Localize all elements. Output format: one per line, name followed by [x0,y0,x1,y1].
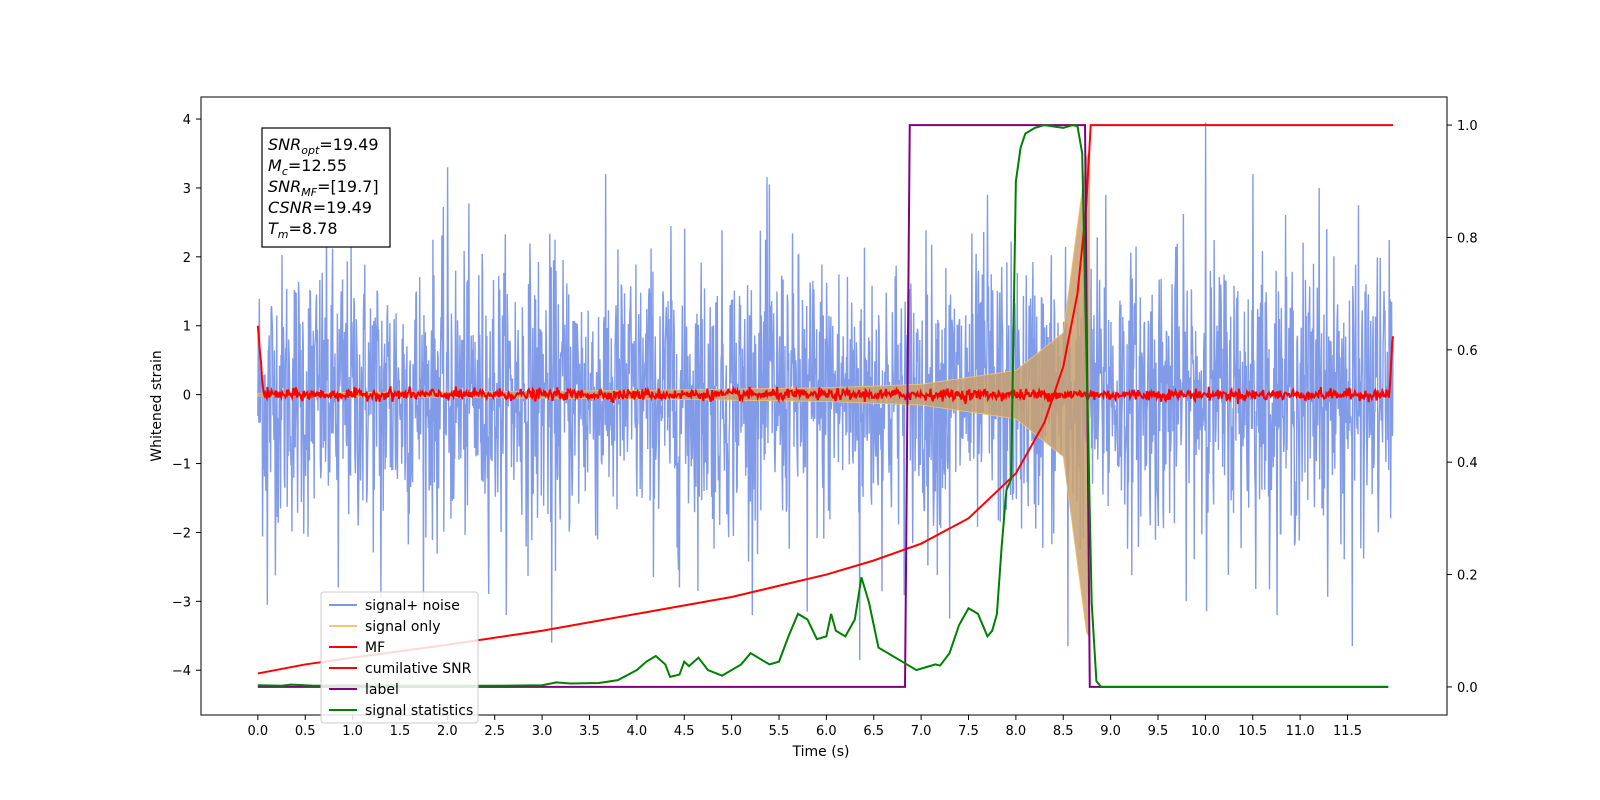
info-row: CSNR=19.49 [268,198,372,217]
legend-entry: signal only [365,619,440,635]
info-value: =12.55 [288,156,347,175]
info-subscript: opt [301,144,320,157]
x-axis-label: Time (s) [792,744,850,760]
x-tick-label: 10.5 [1238,724,1267,739]
y-tick-label: 1 [183,320,191,335]
y2-axis-ticks: 1.0 0.8 0.6 0.4 0.2 0.0 [1447,119,1478,696]
axes-frame [200,96,1448,716]
info-row: SNRMF=[19.7] [268,177,379,199]
info-value: =8.78 [289,219,338,238]
x-tick-label: 8.5 [1053,724,1074,739]
x-tick-label: 5.0 [721,724,742,739]
x-tick-label: 3.0 [532,724,553,739]
info-symbol: SNR [268,177,301,196]
y-tick-label: −1 [172,458,191,473]
info-subscript: MF [301,186,317,199]
x-tick-label: 10.0 [1191,724,1220,739]
x-axis-ticks: 0.0 0.5 1.0 1.5 2.0 2.5 3.0 3.5 4.0 4.5 5.0 5.5 6.0 6… [248,715,1362,739]
plot-series [256,122,1394,688]
y-tick-label: 2 [183,251,191,266]
y-tick-label: 3 [183,182,191,197]
info-box: SNRopt=19.49Mc=12.55SNRMF=[19.7]CSNR=19.… [261,127,391,248]
info-box-frame [261,127,391,248]
info-row: Mc=12.55 [268,156,347,178]
y2-tick-label: 0.0 [1457,681,1478,696]
x-tick-label: 1.5 [390,724,411,739]
info-row: Tm=8.78 [268,219,338,241]
signal-statistics-line [257,124,1389,688]
info-subscript: m [278,228,289,241]
y2-tick-label: 0.8 [1457,231,1478,246]
info-symbol: SNR [268,135,301,154]
info-symbol: CSNR [268,198,313,217]
signal-noise-line [257,122,1394,660]
series-signal-noise [257,122,1394,660]
y2-tick-label: 0.4 [1457,456,1478,471]
y2-tick-label: 0.6 [1457,344,1478,359]
x-tick-label: 6.0 [816,724,837,739]
y-axis-ticks: 4 3 2 1 0 −1 −2 −3 −4 [172,113,201,679]
x-tick-label: 0.5 [295,724,316,739]
info-value: =19.49 [313,198,372,217]
info-row: SNRopt=19.49 [268,135,379,157]
x-tick-label: 11.5 [1333,724,1362,739]
x-tick-label: 6.5 [863,724,884,739]
y-tick-label: −2 [172,526,191,541]
legend-entry: MF [365,640,385,656]
y-axis-label: Whitened strain [149,350,165,461]
y2-tick-label: 1.0 [1457,119,1478,134]
legend: signal+ noise signal only MF cumilative SNR… [320,591,479,724]
x-tick-label: 11.0 [1286,724,1315,739]
x-tick-label: 2.0 [437,724,458,739]
x-tick-label: 8.0 [1006,724,1027,739]
series-signal-statistics [257,124,1389,688]
info-subscript: c [282,165,288,178]
x-tick-label: 7.0 [911,724,932,739]
legend-entry: signal+ noise [365,598,460,614]
series-mf [256,325,1394,405]
legend-frame [320,591,479,724]
x-tick-label: 7.5 [958,724,979,739]
legend-entry: label [365,682,399,698]
legend-entry: cumilative SNR [365,661,472,677]
info-value: =19.49 [319,135,378,154]
x-tick-label: 9.0 [1100,724,1121,739]
x-tick-label: 2.5 [484,724,505,739]
x-tick-label: 4.5 [674,724,695,739]
y-tick-label: −3 [172,595,191,610]
x-tick-label: 1.0 [342,724,363,739]
y-tick-label: 4 [183,113,191,128]
x-tick-label: 4.0 [627,724,648,739]
info-symbol: M [268,156,282,175]
y-tick-label: 0 [183,389,191,404]
y2-tick-label: 0.2 [1457,569,1478,584]
info-symbol: T [268,219,279,238]
x-tick-label: 5.5 [769,724,790,739]
info-value: =[19.7] [317,177,379,196]
legend-entry: signal statistics [365,703,473,719]
x-tick-label: 0.0 [248,724,269,739]
y-tick-label: −4 [172,664,191,679]
x-tick-label: 9.5 [1148,724,1169,739]
mf-line [256,325,1394,405]
x-tick-label: 3.5 [579,724,600,739]
